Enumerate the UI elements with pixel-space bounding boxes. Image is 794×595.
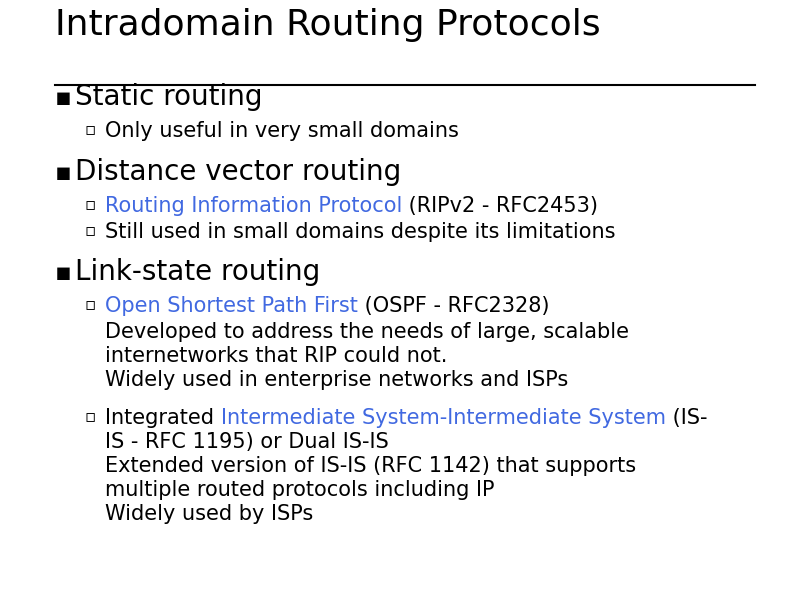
Text: (OSPF - RFC2328): (OSPF - RFC2328)	[358, 296, 549, 316]
Text: Only useful in very small domains: Only useful in very small domains	[105, 121, 459, 141]
Text: ▪: ▪	[55, 86, 72, 110]
Text: multiple routed protocols including IP: multiple routed protocols including IP	[105, 480, 495, 500]
Text: ▪: ▪	[55, 161, 72, 185]
Text: Static routing: Static routing	[75, 83, 263, 111]
Text: ▫: ▫	[85, 408, 96, 426]
Text: internetworks that RIP could not.: internetworks that RIP could not.	[105, 346, 447, 366]
Text: IS - RFC 1195) or Dual IS-IS: IS - RFC 1195) or Dual IS-IS	[105, 432, 389, 452]
Text: Routing Information Protocol: Routing Information Protocol	[105, 196, 403, 216]
Text: ▫: ▫	[85, 196, 96, 214]
Text: Widely used in enterprise networks and ISPs: Widely used in enterprise networks and I…	[105, 370, 569, 390]
Text: ▫: ▫	[85, 121, 96, 139]
Text: Link-state routing: Link-state routing	[75, 258, 320, 286]
Text: Intradomain Routing Protocols: Intradomain Routing Protocols	[55, 8, 600, 42]
Text: Widely used by ISPs: Widely used by ISPs	[105, 504, 314, 524]
Text: Integrated: Integrated	[105, 408, 221, 428]
Text: Still used in small domains despite its limitations: Still used in small domains despite its …	[105, 222, 615, 242]
Text: ▫: ▫	[85, 296, 96, 314]
Text: Distance vector routing: Distance vector routing	[75, 158, 401, 186]
Text: (RIPv2 - RFC2453): (RIPv2 - RFC2453)	[403, 196, 599, 216]
Text: Intermediate System-Intermediate System: Intermediate System-Intermediate System	[221, 408, 665, 428]
Text: Extended version of IS-IS (RFC 1142) that supports: Extended version of IS-IS (RFC 1142) tha…	[105, 456, 636, 476]
Text: Open Shortest Path First: Open Shortest Path First	[105, 296, 358, 316]
Text: (IS-: (IS-	[665, 408, 707, 428]
Text: ▫: ▫	[85, 222, 96, 240]
Text: ▪: ▪	[55, 261, 72, 285]
Text: Developed to address the needs of large, scalable: Developed to address the needs of large,…	[105, 322, 629, 342]
